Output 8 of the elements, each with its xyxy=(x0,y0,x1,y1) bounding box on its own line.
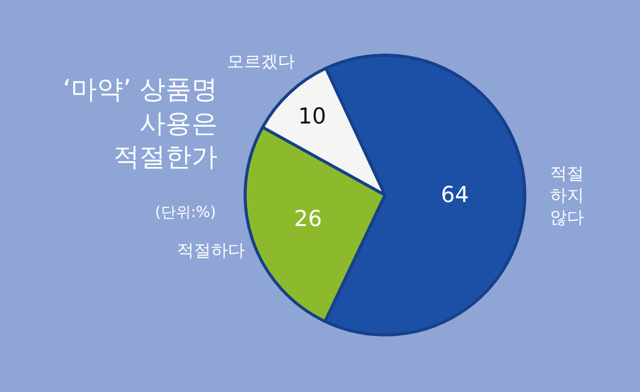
data-label: 64 xyxy=(440,182,469,208)
slice-label: 적절 하지 않다 xyxy=(550,164,584,228)
slice-label: 적절하다 xyxy=(177,241,245,261)
text: ‘마약’ 상품명 사용은 적절한가 xyxy=(62,75,218,173)
data-label: 26 xyxy=(294,207,322,232)
slice-label: 모르겠다 xyxy=(227,52,295,72)
text: (단위:%) xyxy=(155,203,216,221)
data-label: 10 xyxy=(298,104,326,130)
